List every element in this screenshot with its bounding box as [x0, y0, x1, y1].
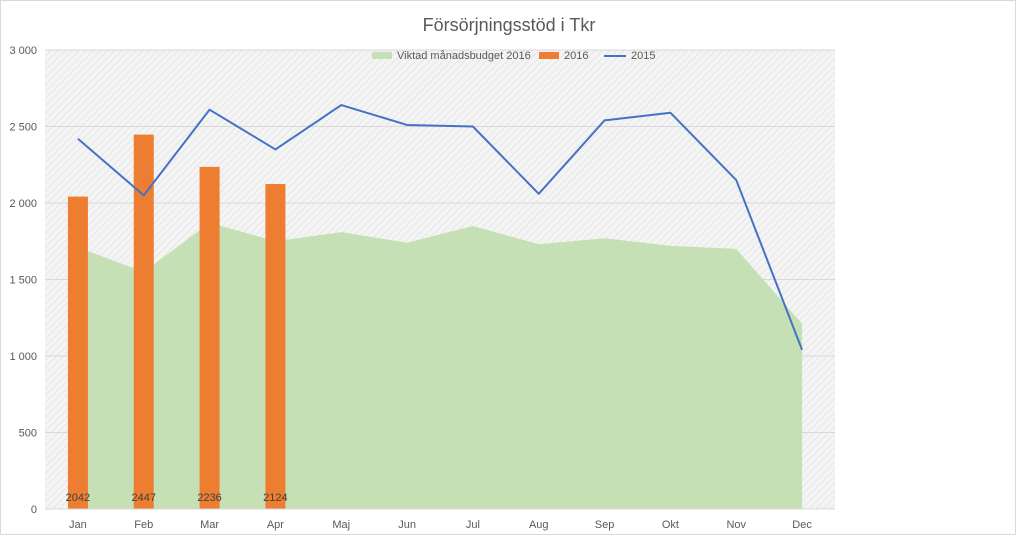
- x-tick-label: Maj: [332, 519, 350, 531]
- y-tick-label: 3 000: [9, 45, 37, 57]
- data-label: 2447: [132, 492, 156, 504]
- legend-label: 2016: [564, 50, 588, 62]
- bar-2016: [199, 166, 220, 509]
- legend-swatch-area: [372, 52, 392, 59]
- x-axis: Jan Feb Mar Apr Maj Jun Jul Aug Sep Okt Nov Dec: [45, 508, 835, 531]
- bar-2016: [67, 196, 88, 509]
- line-series: [77, 104, 804, 351]
- x-tick-label: Jul: [466, 519, 480, 531]
- x-tick-label: Okt: [662, 519, 679, 531]
- legend-label: 2015: [631, 50, 655, 62]
- data-label: 2124: [263, 492, 287, 504]
- x-tick-label: Aug: [529, 519, 549, 531]
- y-tick-label: 1 000: [9, 351, 37, 363]
- legend: Viktad månadsbudget 2016 2016 2015: [372, 50, 655, 62]
- x-tick-label: Mar: [200, 519, 219, 531]
- bar-2016: [133, 134, 154, 509]
- y-tick-label: 0: [31, 504, 37, 516]
- y-tick-label: 1 500: [9, 275, 37, 287]
- data-label: 2042: [66, 492, 90, 504]
- data-label: 2236: [197, 492, 221, 504]
- y-tick-label: 500: [19, 428, 37, 440]
- x-tick-label: Nov: [726, 519, 746, 531]
- area-series: [77, 222, 803, 509]
- y-axis: 0 500 1 000 1 500 2 000 2 500 3 000: [9, 45, 37, 516]
- x-tick-label: Jun: [398, 519, 416, 531]
- legend-label: Viktad månadsbudget 2016: [397, 50, 531, 62]
- bar-2016: [265, 184, 286, 509]
- line-2015: [77, 104, 804, 351]
- x-tick-label: Jan: [69, 519, 87, 531]
- legend-swatch-bar: [539, 52, 559, 59]
- area-viktad-manadsbudget-2016: [77, 222, 803, 509]
- x-tick-label: Apr: [267, 519, 284, 531]
- x-tick-label: Sep: [595, 519, 615, 531]
- y-tick-label: 2 500: [9, 122, 37, 134]
- x-tick-label: Dec: [792, 519, 812, 531]
- chart-title: Försörjningsstöd i Tkr: [423, 15, 596, 35]
- x-tick-label: Feb: [134, 519, 153, 531]
- bar-series: [67, 134, 286, 509]
- data-labels: 2042 2447 2236 2124: [66, 492, 288, 504]
- y-tick-label: 2 000: [9, 198, 37, 210]
